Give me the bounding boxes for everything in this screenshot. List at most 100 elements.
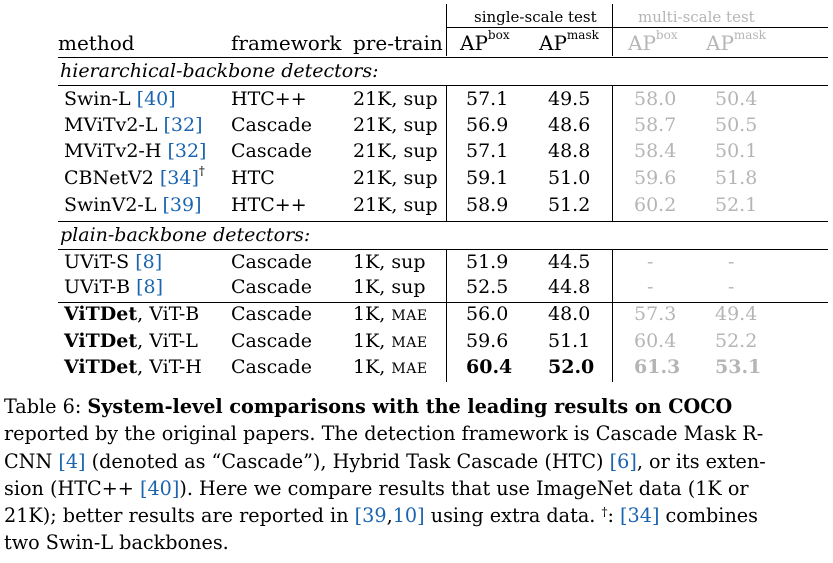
ms-ap-box-cell: 60.4 xyxy=(634,330,677,352)
table-row: CBNetV2 [34]† HTC 21K, sup 59.1 51.0 59.… xyxy=(0,164,833,193)
pretrain-cell: 1K, MAE xyxy=(353,330,428,352)
ms-ap-box-cell: - xyxy=(647,276,654,298)
header-ap-box: APbox xyxy=(460,28,510,55)
header-pretrain: pre-train xyxy=(353,31,443,55)
ap-mask-cell: 52.0 xyxy=(548,356,595,378)
table-row: MViTv2-L [32] Cascade 21K, sup 56.9 48.6… xyxy=(0,114,833,140)
header-framework: framework xyxy=(231,31,342,55)
ap-mask-cell: 51.1 xyxy=(548,330,591,352)
citation-link[interactable]: [32] xyxy=(163,114,203,136)
table-row: Swin-L [40] HTC++ 21K, sup 57.1 49.5 58.… xyxy=(0,88,833,114)
pretrain-cell: 21K, sup xyxy=(353,114,438,136)
vline-left xyxy=(446,4,447,56)
method-cell: ViTDet, ViT-B xyxy=(64,303,200,325)
caption-line: sion (HTC++ [40]). Here we compare resul… xyxy=(4,476,749,500)
ap-mask-cell: 51.2 xyxy=(548,194,591,216)
ap-box-cell: 59.6 xyxy=(466,330,509,352)
table-row: ViTDet, ViT-H Cascade 1K, MAE 60.4 52.0 … xyxy=(0,356,833,382)
section-hierarchical: hierarchical-backbone detectors: xyxy=(60,60,379,82)
citation-link[interactable]: [34] xyxy=(159,167,199,189)
ms-ap-mask-cell: 52.2 xyxy=(715,330,758,352)
ap-box-cell: 52.5 xyxy=(466,276,509,298)
ms-ap-mask-cell: - xyxy=(728,276,735,298)
ms-ap-mask-cell: 49.4 xyxy=(715,303,758,325)
group-underline xyxy=(446,27,828,28)
caption-line: reported by the original papers. The det… xyxy=(4,422,764,446)
citation-link[interactable]: [8] xyxy=(136,276,164,298)
ms-ap-box-cell: 58.4 xyxy=(634,140,677,162)
ap-mask-cell: 48.8 xyxy=(548,140,591,162)
ms-ap-mask-cell: - xyxy=(728,251,735,273)
ms-ap-box-cell: - xyxy=(647,251,654,273)
framework-cell: Cascade xyxy=(231,140,312,162)
vline-right xyxy=(612,86,613,221)
vline-left xyxy=(446,86,447,221)
header-ap-mask: APmask xyxy=(539,28,599,55)
method-cell: Swin-L [40] xyxy=(64,88,176,110)
pretrain-cell: 1K, sup xyxy=(353,276,426,298)
citation-link[interactable]: [8] xyxy=(135,251,163,273)
pretrain-cell: 1K, MAE xyxy=(353,356,428,378)
ap-mask-cell: 44.8 xyxy=(548,276,591,298)
table-row: SwinV2-L [39] HTC++ 21K, sup 58.9 51.2 6… xyxy=(0,194,833,220)
ms-ap-mask-cell: 51.8 xyxy=(715,167,758,189)
multi-scale-header: multi-scale test xyxy=(638,8,755,26)
table-row: UViT-S [8] Cascade 1K, sup 51.9 44.5 - - xyxy=(0,251,833,277)
ms-ap-box-cell: 60.2 xyxy=(634,194,677,216)
method-cell: UViT-B [8] xyxy=(64,276,164,298)
citation-link[interactable]: [39] xyxy=(162,194,202,216)
pretrain-cell: 21K, sup xyxy=(353,167,438,189)
ap-box-cell: 57.1 xyxy=(466,140,509,162)
ms-ap-box-cell: 59.6 xyxy=(634,167,677,189)
method-cell: MViTv2-L [32] xyxy=(64,114,203,136)
table-row: UViT-B [8] Cascade 1K, sup 52.5 44.8 - - xyxy=(0,276,833,302)
header-ms-ap-box: APbox xyxy=(628,28,678,55)
citation-link[interactable]: [40] xyxy=(139,476,180,500)
citation-link[interactable]: [34] xyxy=(620,504,660,528)
plain-section-rule-top xyxy=(58,221,828,222)
citation-link[interactable]: 39 xyxy=(362,504,387,528)
ap-mask-cell: 48.6 xyxy=(548,114,591,136)
table-caption: Table 6: System-level comparisons with t… xyxy=(4,393,830,557)
framework-cell: Cascade xyxy=(231,330,312,352)
framework-cell: HTC++ xyxy=(231,88,307,110)
ap-mask-cell: 49.5 xyxy=(548,88,591,110)
method-cell: CBNetV2 [34]† xyxy=(64,164,205,189)
ms-ap-mask-cell: 53.1 xyxy=(715,356,762,378)
citation-link[interactable]: [40] xyxy=(136,88,176,110)
citation-link[interactable]: [4] xyxy=(58,449,86,473)
citation-link[interactable]: 10 xyxy=(392,504,418,528)
ap-box-cell: 51.9 xyxy=(466,251,509,273)
method-cell: SwinV2-L [39] xyxy=(64,194,202,216)
method-cell: MViTv2-H [32] xyxy=(64,140,207,162)
pretrain-cell: 1K, sup xyxy=(353,251,426,273)
ap-mask-cell: 44.5 xyxy=(548,251,591,273)
ms-ap-box-cell: 58.0 xyxy=(634,88,677,110)
method-cell: UViT-S [8] xyxy=(64,251,163,273)
plain-section-rule xyxy=(58,249,828,250)
section-plain: plain-backbone detectors: xyxy=(60,224,311,246)
caption-line: CNN [4] (denoted as “Cascade”), Hybrid T… xyxy=(4,449,766,473)
pretrain-cell: 21K, sup xyxy=(353,194,438,216)
citation-link[interactable]: [32] xyxy=(167,140,207,162)
ap-mask-cell: 51.0 xyxy=(548,167,591,189)
vline-left xyxy=(446,250,447,382)
header-method: method xyxy=(58,31,135,55)
framework-cell: Cascade xyxy=(231,303,312,325)
citation-link[interactable]: [6] xyxy=(609,449,637,473)
header-rule xyxy=(58,57,828,58)
table-row: ViTDet, ViT-L Cascade 1K, MAE 59.6 51.1 … xyxy=(0,330,833,356)
header-ms-ap-mask: APmask xyxy=(706,28,766,55)
framework-cell: Cascade xyxy=(231,356,312,378)
caption-line: 21K); better results are reported in [39… xyxy=(4,504,759,528)
ap-box-cell: 56.9 xyxy=(466,114,509,136)
pretrain-cell: 21K, sup xyxy=(353,140,438,162)
hier-section-rule xyxy=(58,85,828,86)
framework-cell: HTC xyxy=(231,167,275,189)
single-scale-header: single-scale test xyxy=(474,8,597,26)
vline-right xyxy=(612,4,613,56)
caption-line: two Swin-L backbones. xyxy=(4,531,229,555)
ap-mask-cell: 48.0 xyxy=(548,303,591,325)
framework-cell: Cascade xyxy=(231,251,312,273)
framework-cell: Cascade xyxy=(231,276,312,298)
